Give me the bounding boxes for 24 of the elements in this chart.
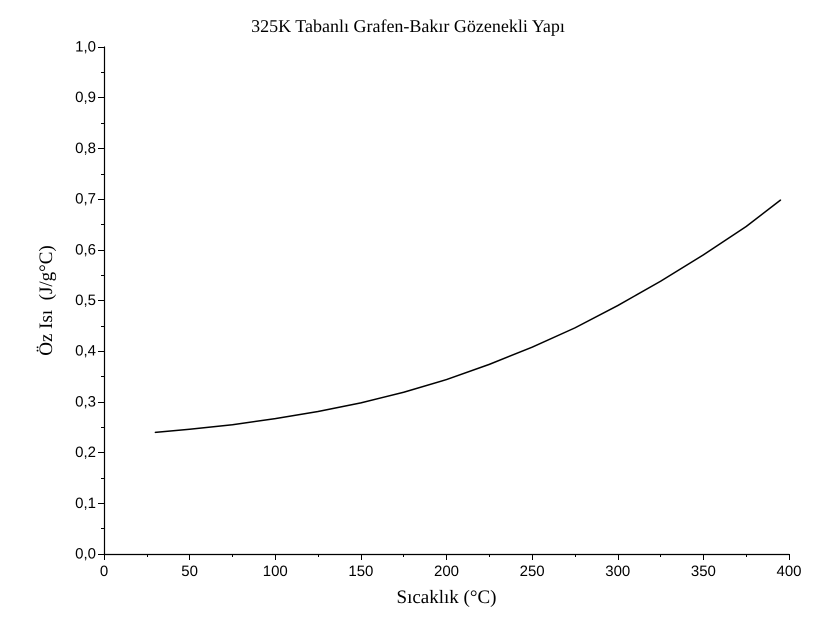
y-tick-label: 0,5 <box>75 292 96 309</box>
x-axis-title: Sıcaklık (°C) <box>396 587 496 608</box>
x-tick-label: 0 <box>100 563 108 580</box>
y-tick-label: 0,7 <box>75 190 96 208</box>
y-tick-label: 0,1 <box>75 494 96 512</box>
line-series <box>154 199 782 434</box>
y-tick-label: 0,6 <box>75 241 96 258</box>
x-tick-label: 350 <box>690 563 716 580</box>
y-tick-label: 0,0 <box>75 546 96 562</box>
y-axis-title: Öz Isı (J/g°C) <box>36 245 57 356</box>
y-tick-label: 0,8 <box>75 140 96 157</box>
y-tick-label: 0,3 <box>75 393 96 410</box>
y-tick-label: 0,4 <box>75 342 96 360</box>
x-tick-label: 100 <box>262 563 288 580</box>
x-tick-label: 50 <box>181 563 198 580</box>
x-tick-label: 250 <box>520 563 545 580</box>
y-tick-label: 1,0 <box>75 38 96 56</box>
x-tick-label: 300 <box>605 563 630 580</box>
y-tick-label: 0,9 <box>75 89 96 106</box>
chart-title: 325K Tabanlı Grafen-Bakır Gözenekli Yapı <box>251 16 565 36</box>
x-tick-label: 150 <box>348 563 374 580</box>
y-tick-label: 0,2 <box>75 444 96 462</box>
x-tick-label: 400 <box>776 563 802 580</box>
x-tick-label: 200 <box>434 563 460 580</box>
